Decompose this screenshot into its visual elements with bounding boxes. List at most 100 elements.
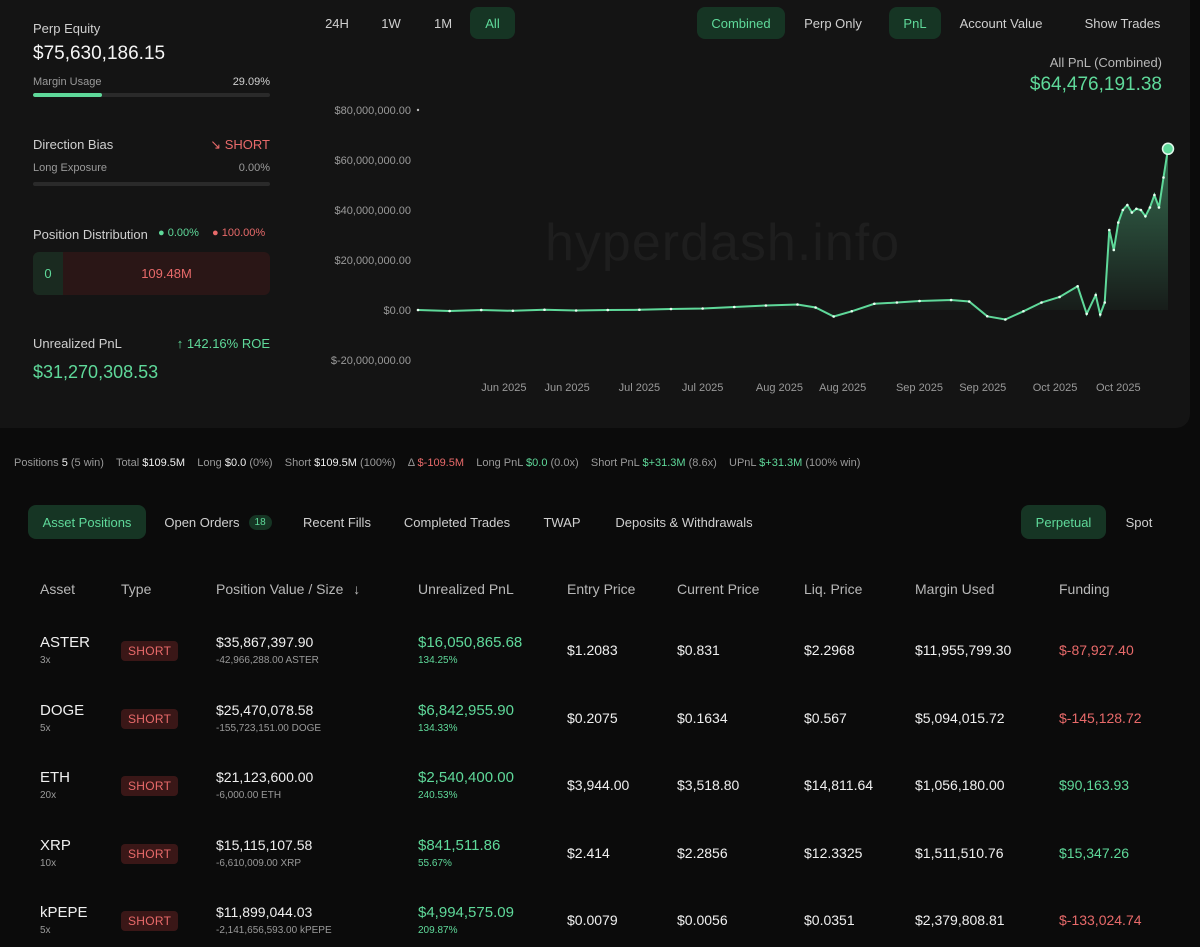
pnl-point bbox=[1157, 206, 1161, 209]
range-tab-1m[interactable]: 1M bbox=[433, 15, 453, 31]
pnl-point bbox=[1112, 248, 1116, 252]
x-tick-label: Oct 2025 bbox=[1033, 382, 1078, 394]
long-pnl-value: $0.0 bbox=[526, 457, 548, 469]
pnl-point bbox=[1094, 293, 1098, 297]
tab-perpetual[interactable]: Perpetual bbox=[1021, 505, 1106, 539]
overview-card bbox=[0, 0, 1190, 428]
open-orders-count-badge: 18 bbox=[248, 514, 272, 530]
pnl-point bbox=[1162, 176, 1165, 179]
tab-spot[interactable]: Spot bbox=[1125, 514, 1153, 530]
tab-asset-positions[interactable]: Asset Positions bbox=[28, 505, 146, 539]
pnl-point bbox=[1098, 313, 1102, 316]
tab-open-orders[interactable]: Open Orders 18 bbox=[156, 505, 280, 539]
header-unrealized-pnl[interactable]: Unrealized PnL bbox=[418, 581, 514, 597]
mode-tab-combined[interactable]: Combined bbox=[697, 7, 785, 39]
perp-equity-value: $75,630,186.15 bbox=[33, 43, 166, 64]
y-tick-label: $0.00 bbox=[383, 305, 411, 317]
unrealized-pnl-pct: 134.25% bbox=[418, 655, 458, 666]
pnl-point bbox=[1126, 203, 1129, 207]
funding: $90,163.93 bbox=[1059, 777, 1130, 793]
header-margin-used[interactable]: Margin Used bbox=[915, 581, 995, 597]
delta-value: $-109.5M bbox=[417, 457, 465, 469]
range-tab-1w[interactable]: 1W bbox=[381, 15, 401, 31]
show-trades-button[interactable]: Show Trades bbox=[1084, 15, 1161, 31]
pnl-point bbox=[1117, 221, 1120, 224]
short-pnl-label: Short PnL bbox=[590, 457, 640, 469]
asset-name[interactable]: XRP bbox=[40, 837, 71, 854]
unrealized-pnl-pct: 134.33% bbox=[418, 723, 458, 734]
margin-usage-label: Margin Usage bbox=[33, 76, 102, 88]
asset-name[interactable]: ASTER bbox=[40, 634, 91, 651]
position-type-badge: SHORT bbox=[121, 641, 179, 661]
header-current-price[interactable]: Current Price bbox=[677, 581, 760, 597]
positions-summary: Positions 5 (5 win) Total $109.5M Long $… bbox=[14, 457, 860, 469]
table-row[interactable]: DOGE 5x SHORT $25,470,078.58 -155,723,151.00… bbox=[0, 692, 1200, 760]
asset-name[interactable]: kPEPE bbox=[40, 904, 88, 921]
y-tick-label: $20,000,000.00 bbox=[335, 255, 411, 267]
chart-header-value: $64,476,191.38 bbox=[1029, 74, 1162, 95]
pnl-point bbox=[1130, 211, 1134, 214]
asset-name[interactable]: DOGE bbox=[40, 702, 85, 719]
header-type[interactable]: Type bbox=[121, 581, 152, 597]
table-row[interactable]: ASTER 3x SHORT $35,867,397.90 -42,966,288.00… bbox=[0, 624, 1200, 692]
direction-bias-label: Direction Bias bbox=[33, 137, 114, 152]
metric-tab-pnl[interactable]: PnL bbox=[889, 7, 941, 39]
short-pnl-note: (8.6x) bbox=[688, 457, 717, 469]
asset-name[interactable]: ETH bbox=[40, 769, 70, 786]
range-tab-all[interactable]: All bbox=[470, 7, 515, 39]
tab-deposits-withdrawals[interactable]: Deposits & Withdrawals bbox=[615, 514, 753, 530]
tab-completed-trades[interactable]: Completed Trades bbox=[403, 514, 511, 530]
liq-price: $14,811.64 bbox=[804, 777, 874, 793]
position-type-badge: SHORT bbox=[121, 709, 179, 729]
tab-recent-fills[interactable]: Recent Fills bbox=[303, 514, 371, 530]
pnl-point bbox=[949, 298, 953, 302]
delta-label: Δ bbox=[407, 457, 415, 469]
pnl-point bbox=[1148, 206, 1152, 209]
margin-usage-bar bbox=[33, 93, 270, 97]
short-note: (100%) bbox=[360, 457, 396, 469]
dist-long-value: 0 bbox=[33, 252, 63, 295]
position-value: $21,123,600.00 bbox=[216, 769, 314, 785]
asset-leverage: 5x bbox=[40, 925, 51, 936]
margin-usage-value: 29.09% bbox=[232, 76, 270, 88]
mode-tab-perp-only[interactable]: Perp Only bbox=[804, 15, 862, 31]
position-distribution-label: Position Distribution bbox=[33, 227, 148, 242]
table-row[interactable]: kPEPE 5x SHORT $11,899,044.03 -2,141,656,593… bbox=[0, 894, 1200, 947]
pnl-point bbox=[1107, 228, 1111, 232]
metric-tab-account-value[interactable]: Account Value bbox=[959, 15, 1043, 31]
pnl-point bbox=[606, 308, 610, 312]
position-size: -2,141,656,593.00 kPEPE bbox=[216, 925, 332, 936]
x-tick-label: Oct 2025 bbox=[1096, 382, 1141, 394]
long-exposure-value: 0.00% bbox=[238, 162, 270, 174]
position-distribution-bar: 0 109.48M bbox=[33, 252, 270, 295]
header-liq-price[interactable]: Liq. Price bbox=[804, 581, 863, 597]
header-position-value[interactable]: Position Value / Size ↓ bbox=[216, 581, 360, 597]
position-type-badge: SHORT bbox=[121, 911, 179, 931]
liq-price: $2.2968 bbox=[804, 642, 855, 658]
y-tick-label: $40,000,000.00 bbox=[335, 205, 411, 217]
pnl-point bbox=[701, 307, 704, 310]
liq-price: $0.0351 bbox=[804, 912, 855, 928]
asset-leverage: 5x bbox=[40, 723, 51, 734]
pnl-point bbox=[1085, 312, 1088, 316]
pnl-point bbox=[918, 299, 921, 303]
position-size: -6,610,009.00 XRP bbox=[216, 858, 302, 869]
header-funding[interactable]: Funding bbox=[1059, 581, 1110, 597]
header-entry-price[interactable]: Entry Price bbox=[567, 581, 636, 597]
pnl-point bbox=[1040, 301, 1043, 304]
dist-long-legend: ● 0.00% bbox=[158, 227, 199, 239]
x-tick-label: Aug 2025 bbox=[819, 382, 866, 394]
pnl-point bbox=[764, 304, 768, 307]
y-tick-label: $60,000,000.00 bbox=[335, 155, 411, 167]
header-asset[interactable]: Asset bbox=[40, 581, 76, 597]
dist-short-value: 109.48M bbox=[141, 266, 192, 281]
positions-count: 5 bbox=[61, 457, 68, 469]
tab-twap[interactable]: TWAP bbox=[543, 514, 581, 530]
short-value: $109.5M bbox=[314, 457, 357, 469]
table-row[interactable]: ETH 20x SHORT $21,123,600.00 -6,000.00 ETH $2… bbox=[0, 759, 1200, 827]
pnl-point bbox=[873, 302, 876, 306]
y-axis-top-marker bbox=[416, 108, 420, 112]
asset-leverage: 3x bbox=[40, 655, 51, 666]
table-row[interactable]: XRP 10x SHORT $15,115,107.58 -6,610,009.00 X… bbox=[0, 827, 1200, 895]
range-tab-24h[interactable]: 24H bbox=[325, 15, 349, 31]
